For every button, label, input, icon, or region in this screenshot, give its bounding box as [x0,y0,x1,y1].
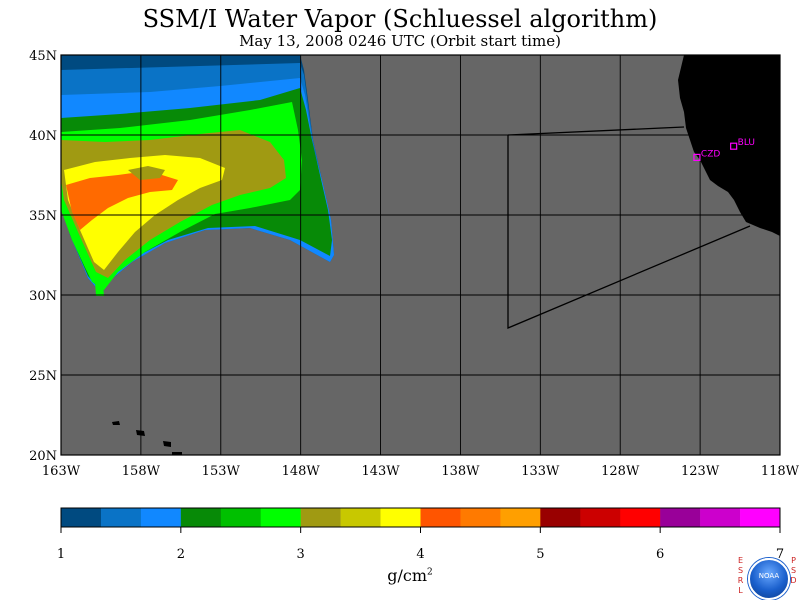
swath-contour-10 [95,282,104,296]
longitude-label: 143W [361,464,400,479]
latitude-label: 35N [29,209,57,224]
longitude-label: 133W [521,464,560,479]
colorbar-swatch [380,508,421,527]
swath-contour-9 [128,166,165,180]
colorbar-swatch [620,508,661,527]
hawaii-island-3 [163,441,171,447]
longitude-label: 138W [441,464,480,479]
colorbar [60,507,781,528]
map-subtitle: May 13, 2008 0246 UTC (Orbit start time) [239,32,561,50]
longitude-labels: 163W 158W 153W 148W 143W 138W 133W 128W 123W 118W [42,464,800,479]
colorbar-tick-label: 1 [57,547,65,562]
psd-letters: P S D [790,556,797,585]
colorbar-tick-label: 3 [297,547,305,562]
colorbar-swatch [260,508,301,527]
colorbar-swatch [580,508,621,527]
swath-field [61,55,334,296]
colorbar-swatch [100,508,142,527]
colorbar-units: g/cm2 [387,566,433,585]
colorbar-tick-label: 5 [536,547,544,562]
station-marker [693,153,701,161]
hawaii-island-1 [112,421,120,425]
longitude-label: 118W [761,464,800,479]
longitude-label: 158W [122,464,161,479]
longitude-label: 163W [42,464,81,479]
colorbar-swatch [420,508,461,527]
colorbar-ticks: 1 2 3 4 5 6 7 [57,527,784,562]
noaa-credit: E S R L NOAA P S D [736,556,798,600]
colorbar-tick-label: 4 [416,547,424,562]
california-coast [678,55,780,236]
colorbar-swatch [460,508,501,527]
colorbar-swatch [300,508,341,527]
colorbar-swatch [660,508,701,527]
colorbar-tick-label: 7 [776,547,784,562]
track-line-north [507,126,685,136]
latitude-label: 45N [29,49,57,64]
colorbar-swatch [740,508,781,527]
station-markers: CZD BLU [693,138,755,161]
station-label: BLU [738,138,755,148]
colorbar-swatch [540,508,581,527]
latitude-labels: 45N 40N 35N 30N 25N 20N [29,49,57,464]
longitude-label: 123W [681,464,720,479]
colorbar-tick-label: 2 [177,547,185,562]
swath-contour-8 [66,172,178,230]
colorbar-swatch [700,508,741,527]
latitude-label: 40N [29,129,57,144]
latitude-label: 25N [29,369,57,384]
latitude-label: 30N [29,289,57,304]
flight-track [507,126,751,329]
colorbar-swatch [180,508,222,527]
colorbar-swatch [340,508,381,527]
colorbar-swatch [220,508,262,527]
noaa-logo-icon: NOAA [748,558,790,600]
map-frame [60,54,781,456]
longitude-label: 153W [202,464,241,479]
esrl-letters: E S R L [737,556,744,595]
colorbar-swatch [61,508,102,527]
map-title: SSM/I Water Vapor (Schluessel algorithm) [142,5,658,33]
station-label: CZD [701,149,720,159]
latitude-label: 20N [29,449,57,464]
longitude-label: 148W [282,464,321,479]
colorbar-swatch [500,508,541,527]
station-marker [730,142,738,150]
colorbar-tick-label: 6 [656,547,664,562]
hawaii-island-4 [172,452,182,455]
longitude-label: 128W [601,464,640,479]
track-line [507,135,751,329]
colorbar-swatch [140,508,182,527]
